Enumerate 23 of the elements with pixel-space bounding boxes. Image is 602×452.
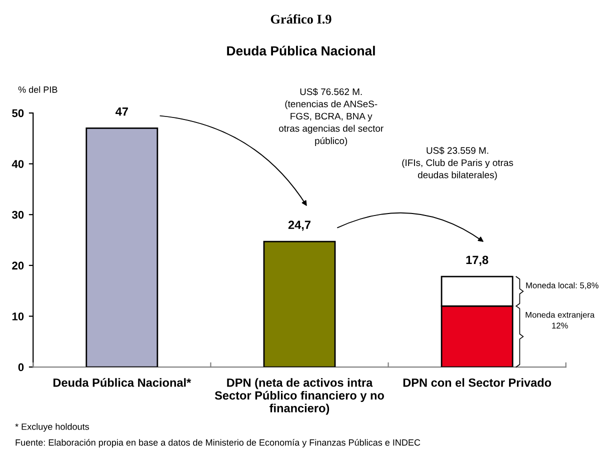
source-note: Fuente: Elaboración propia en base a datos de Ministerio de Economía y Finanzas Públicas e INDEC [16,438,420,448]
total-label: 47 [116,108,128,116]
total-label: 17,8 [466,256,488,266]
y-tick-label: 20 [12,262,24,270]
y-tick-label: 10 [12,312,24,320]
y-axis-title: % del PIB [18,86,58,93]
total-label: 24,7 [288,220,310,231]
chart-title: Gráfico I.9 [270,14,332,24]
y-tick-label: 40 [12,160,24,168]
bar [86,128,158,368]
y-tick-label: 50 [12,109,24,118]
annotation: US$ 23.559 M. (IFIs, Club de Paris y otras deudas bilaterales) [402,146,514,180]
y-tick-label: 30 [12,210,24,219]
annotation: Moneda local: 5,8% [526,282,598,290]
text: * Excluye holdouts [15,423,89,432]
x-tick-label: DPN con el Sector Privado [403,378,552,387]
chart-subtitle: Deuda Pública Nacional [227,46,375,56]
y-tick-label: 0 [18,363,24,372]
bar [263,240,336,368]
x-tick-label: Deuda Pública Nacional* [53,378,192,387]
x-tick-label: DPN (neta de activos intra Sector Público financiero y no financiero) [214,378,384,415]
annotation: Moneda extranjera 12% [526,312,595,329]
annotation: US$ 76.562 M. (tenencias de ANSeS- FGS, BCRA, BNA y otras agencias del sector público) [279,88,384,146]
